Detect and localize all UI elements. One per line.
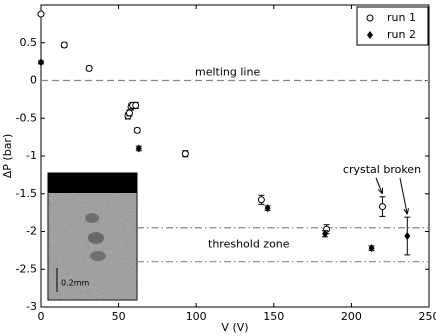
data-point bbox=[133, 126, 141, 134]
x-tick-label: 50 bbox=[112, 310, 126, 323]
annotation-arrow bbox=[399, 177, 408, 215]
y-tick-label: -2.5 bbox=[16, 262, 37, 275]
y-axis-label: ΔP (bar) bbox=[1, 134, 14, 178]
y-tick-label: 0.5 bbox=[20, 36, 38, 49]
data-point bbox=[60, 41, 68, 49]
data-point bbox=[404, 216, 411, 256]
x-axis-label: V (V) bbox=[221, 321, 248, 334]
marker bbox=[135, 144, 142, 153]
x-tick-label: 150 bbox=[263, 310, 284, 323]
data-point bbox=[257, 194, 265, 205]
marker bbox=[368, 244, 375, 253]
arrow-head bbox=[377, 187, 384, 195]
data-point bbox=[181, 150, 189, 158]
data-point bbox=[132, 101, 140, 109]
marker bbox=[322, 229, 329, 238]
marker bbox=[37, 10, 45, 18]
legend-marker bbox=[367, 31, 373, 39]
y-tick-label: 0 bbox=[30, 74, 37, 87]
x-tick-label: 0 bbox=[38, 310, 45, 323]
marker bbox=[60, 41, 68, 49]
data-point bbox=[378, 196, 386, 217]
x-tick-label: 100 bbox=[186, 310, 207, 323]
marker bbox=[132, 101, 140, 109]
y-tick-label: -1.5 bbox=[16, 187, 37, 200]
data-point bbox=[38, 58, 44, 67]
data-point bbox=[135, 144, 142, 153]
marker bbox=[133, 126, 141, 134]
data-point bbox=[125, 109, 133, 117]
arrow-head bbox=[403, 208, 409, 215]
x-tick-label: 250 bbox=[419, 310, 436, 323]
legend-marker bbox=[366, 14, 374, 22]
reference-label: melting line bbox=[195, 66, 260, 79]
data-point bbox=[85, 64, 93, 72]
inset-image: 0.2mm bbox=[47, 172, 138, 301]
marker bbox=[257, 196, 265, 204]
data-point bbox=[264, 204, 271, 213]
data-point bbox=[37, 10, 45, 18]
marker bbox=[85, 64, 93, 72]
y-tick-label: -3 bbox=[26, 300, 37, 313]
marker bbox=[404, 232, 411, 241]
annotation: crystal broken bbox=[343, 163, 421, 176]
marker bbox=[181, 150, 189, 158]
marker bbox=[264, 204, 271, 213]
marker bbox=[38, 58, 44, 67]
x-tick-label: 200 bbox=[341, 310, 362, 323]
y-tick-label: -0.5 bbox=[16, 111, 37, 124]
y-tick-label: -2 bbox=[26, 225, 37, 238]
inset-scale-label: 0.2mm bbox=[61, 279, 90, 288]
data-point bbox=[368, 244, 375, 253]
data-point bbox=[322, 229, 329, 238]
legend: run 1 run 2 bbox=[356, 6, 429, 46]
marker bbox=[125, 109, 133, 117]
legend-frame bbox=[356, 6, 429, 46]
legend-label: run 1 bbox=[387, 11, 416, 24]
annotation-arrow bbox=[375, 177, 383, 194]
reference-label: threshold zone bbox=[208, 238, 290, 251]
legend-label: run 2 bbox=[387, 28, 416, 41]
marker bbox=[378, 203, 386, 211]
y-tick-label: -1 bbox=[26, 149, 37, 162]
